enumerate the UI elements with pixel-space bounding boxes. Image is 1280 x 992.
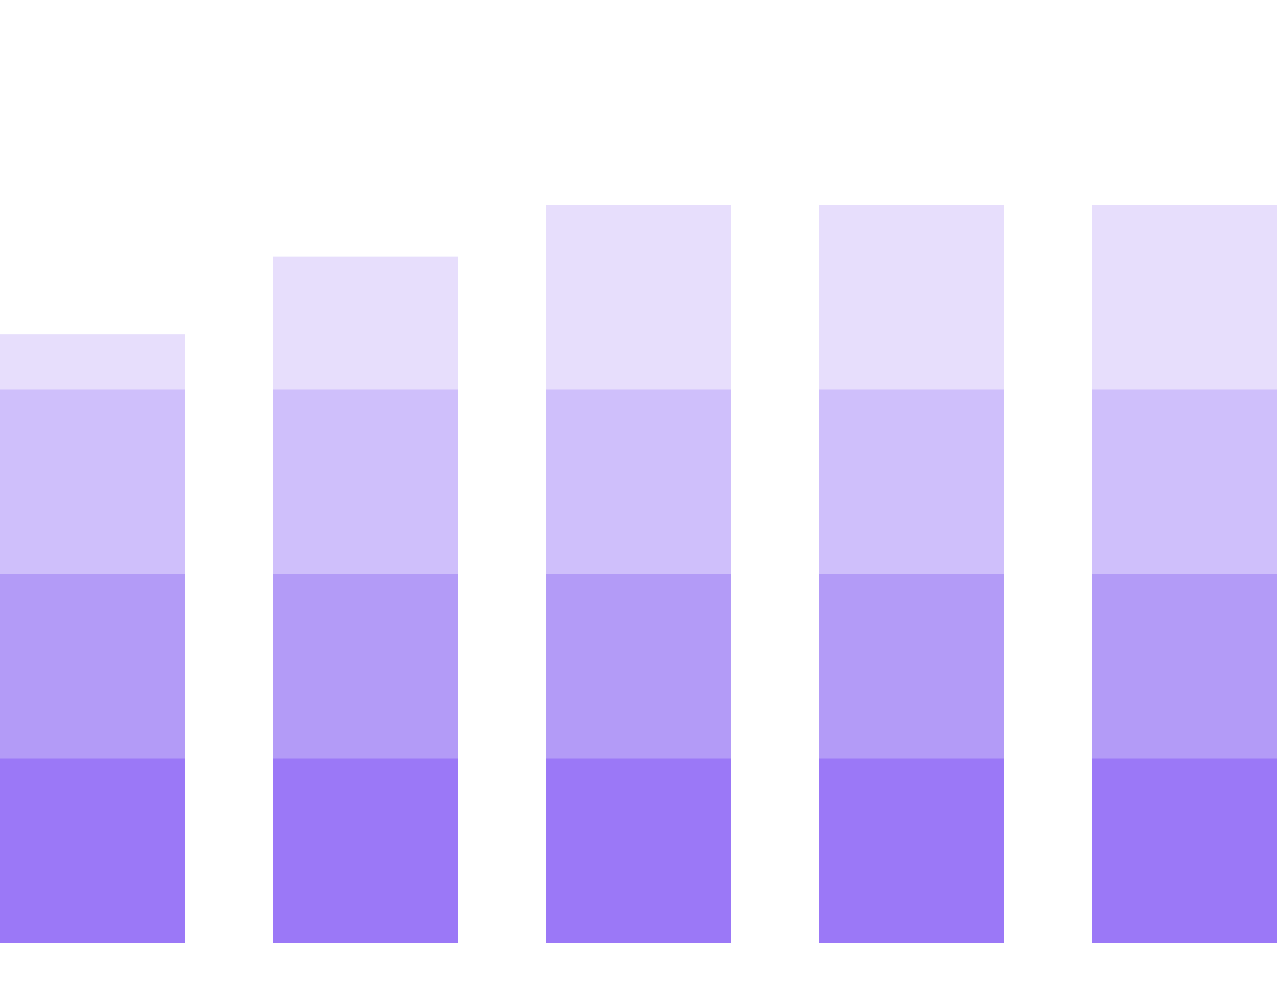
bar-3-segment-3 xyxy=(546,389,731,574)
bar-4-segment-2 xyxy=(819,574,1004,759)
bar-5-segment-4 xyxy=(1092,205,1277,390)
bar-1-segment-4 xyxy=(0,334,185,390)
bar-2-segment-1 xyxy=(273,758,458,943)
bar-1-segment-2 xyxy=(0,574,185,759)
bar-3-segment-1 xyxy=(546,758,731,943)
bar-5-segment-1 xyxy=(1092,758,1277,943)
bar-2-segment-3 xyxy=(273,389,458,574)
bar-4-segment-3 xyxy=(819,389,1004,574)
bar-2-segment-4 xyxy=(273,256,458,390)
bar-3-segment-4 xyxy=(546,205,731,390)
bar-5-segment-3 xyxy=(1092,389,1277,574)
bar-1-segment-1 xyxy=(0,758,185,943)
bar-3-segment-2 xyxy=(546,574,731,759)
bar-5-segment-2 xyxy=(1092,574,1277,759)
bar-4-segment-4 xyxy=(819,205,1004,390)
bar-4-segment-1 xyxy=(819,758,1004,943)
bar-1-segment-3 xyxy=(0,389,185,574)
bar-2-segment-2 xyxy=(273,574,458,759)
